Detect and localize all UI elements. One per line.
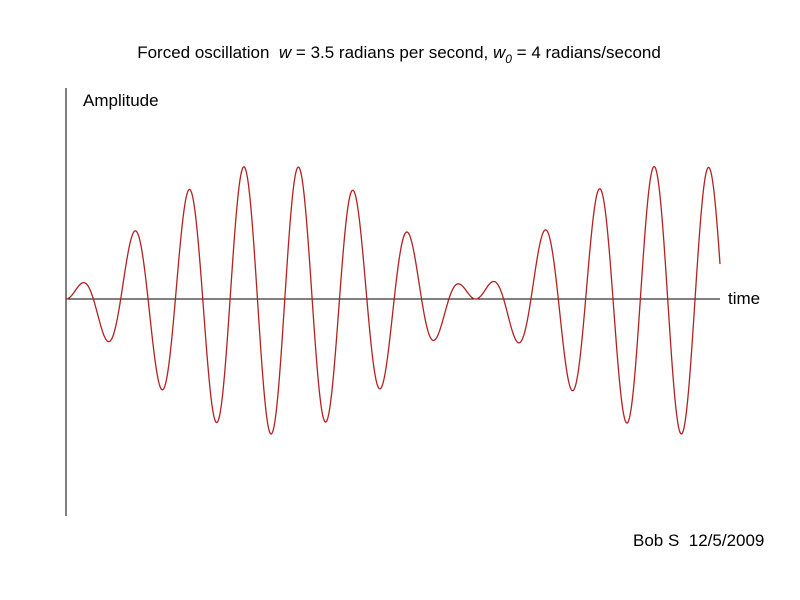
title-w0: w — [493, 43, 507, 62]
title: Forced oscillation w = 3.5 radians per s… — [137, 43, 661, 66]
signature: Bob S 12/5/2009 — [633, 531, 764, 550]
title-subscript: 0 — [505, 52, 512, 66]
title-tail: = 4 radians/second — [512, 43, 661, 62]
title-mid: = 3.5 radians per second, — [291, 43, 493, 62]
x-axis-label: time — [728, 289, 760, 308]
title-lead: Forced oscillation — [137, 43, 279, 62]
title-w: w — [279, 43, 293, 62]
y-axis-label: Amplitude — [83, 91, 159, 110]
oscillation-curve — [65, 165, 721, 435]
